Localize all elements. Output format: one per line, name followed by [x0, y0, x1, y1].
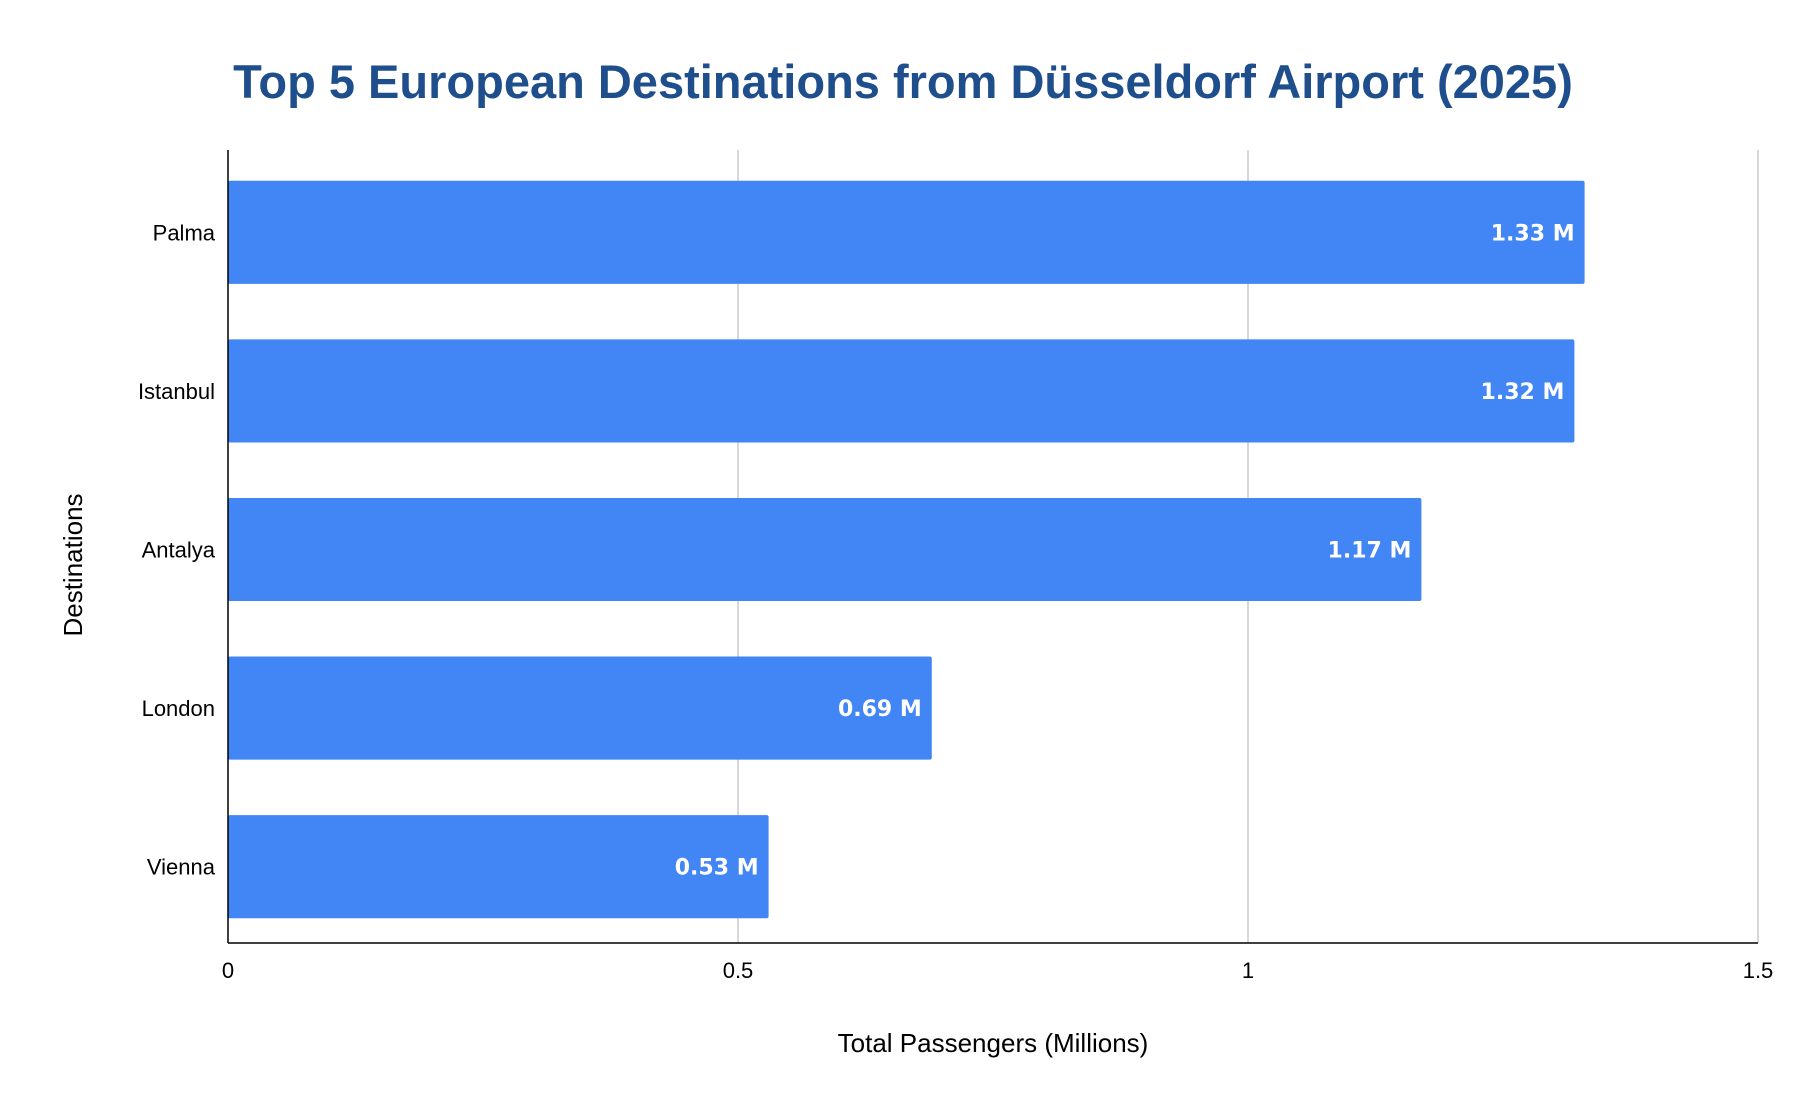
bar — [228, 180, 1585, 284]
x-tick-label: 0.5 — [723, 958, 754, 983]
x-tick-label: 1.5 — [1743, 958, 1774, 983]
bars — [228, 180, 1585, 919]
bar — [228, 497, 1422, 602]
category-label: Vienna — [147, 855, 216, 880]
data-labels: 1.33 M 1.32 M 1.17 M 0.69 M 0.53 M — [675, 221, 1575, 880]
data-label: 1.32 M — [1481, 380, 1565, 405]
data-label: 1.17 M — [1328, 539, 1412, 564]
bar — [228, 339, 1575, 443]
category-label: Istanbul — [138, 379, 215, 404]
x-tick-labels: 0 0.5 1 1.5 — [222, 958, 1773, 983]
category-label: Antalya — [142, 538, 216, 563]
bar — [228, 815, 769, 919]
chart-title: Top 5 European Destinations from Düsseld… — [233, 55, 1573, 108]
data-label: 0.69 M — [838, 697, 922, 722]
axes — [227, 150, 1758, 944]
data-label: 1.33 M — [1491, 221, 1575, 246]
category-label: Palma — [153, 220, 216, 245]
category-label: London — [142, 696, 215, 721]
x-tick-label: 0 — [222, 958, 234, 983]
y-axis-title: Destinations — [58, 493, 88, 636]
x-tick-label: 1 — [1242, 958, 1254, 983]
category-labels: Palma Istanbul Antalya London Vienna — [138, 220, 216, 879]
bar — [228, 656, 932, 760]
x-axis-title: Total Passengers (Millions) — [838, 1028, 1149, 1058]
data-label: 0.53 M — [675, 856, 759, 881]
